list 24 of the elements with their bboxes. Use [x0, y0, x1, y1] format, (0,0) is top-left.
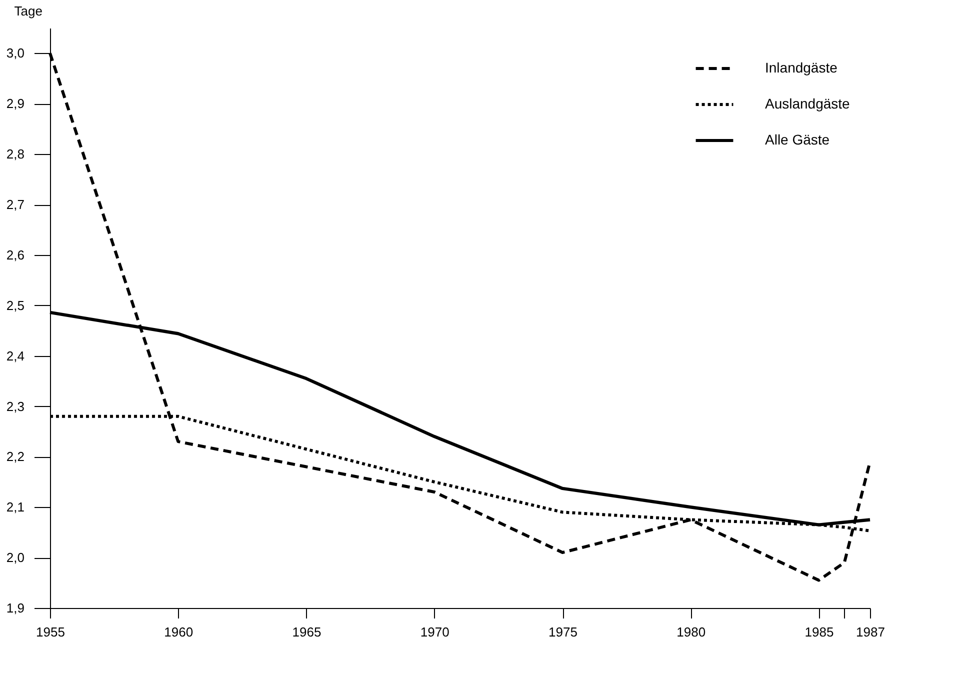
legend-label: Auslandgäste — [765, 96, 850, 112]
y-tick-label: 2,8 — [6, 146, 24, 162]
y-tick-label: 2,3 — [6, 398, 24, 414]
y-tick-label: 2,2 — [6, 449, 24, 464]
y-tick-label: 3,0 — [6, 46, 24, 61]
y-tick-label: 1,9 — [6, 600, 24, 616]
y-tick-label: 2,6 — [6, 247, 24, 262]
y-axis-title: Tage — [14, 4, 42, 18]
y-tick-label: 2,7 — [6, 197, 24, 212]
x-tick-label: 1960 — [164, 624, 194, 640]
x-tick-label: 1985 — [804, 624, 834, 640]
y-tick-label: 2,0 — [6, 550, 24, 566]
x-tick-label: 1955 — [36, 624, 65, 640]
y-tick-label: 2,5 — [6, 298, 24, 313]
y-tick-label: 2,9 — [6, 96, 24, 112]
x-tick-label: 1965 — [292, 624, 322, 640]
x-tick-label: 1970 — [420, 624, 450, 640]
y-tick-label: 2,1 — [6, 500, 24, 515]
y-tick-label: 2,4 — [6, 348, 24, 364]
x-tick-label: 1987 — [856, 624, 885, 640]
legend-label: Inlandgäste — [765, 60, 838, 76]
x-tick-label: 1975 — [548, 624, 578, 640]
legend-label: Alle Gäste — [765, 132, 830, 148]
x-tick-label: 1980 — [676, 624, 706, 640]
